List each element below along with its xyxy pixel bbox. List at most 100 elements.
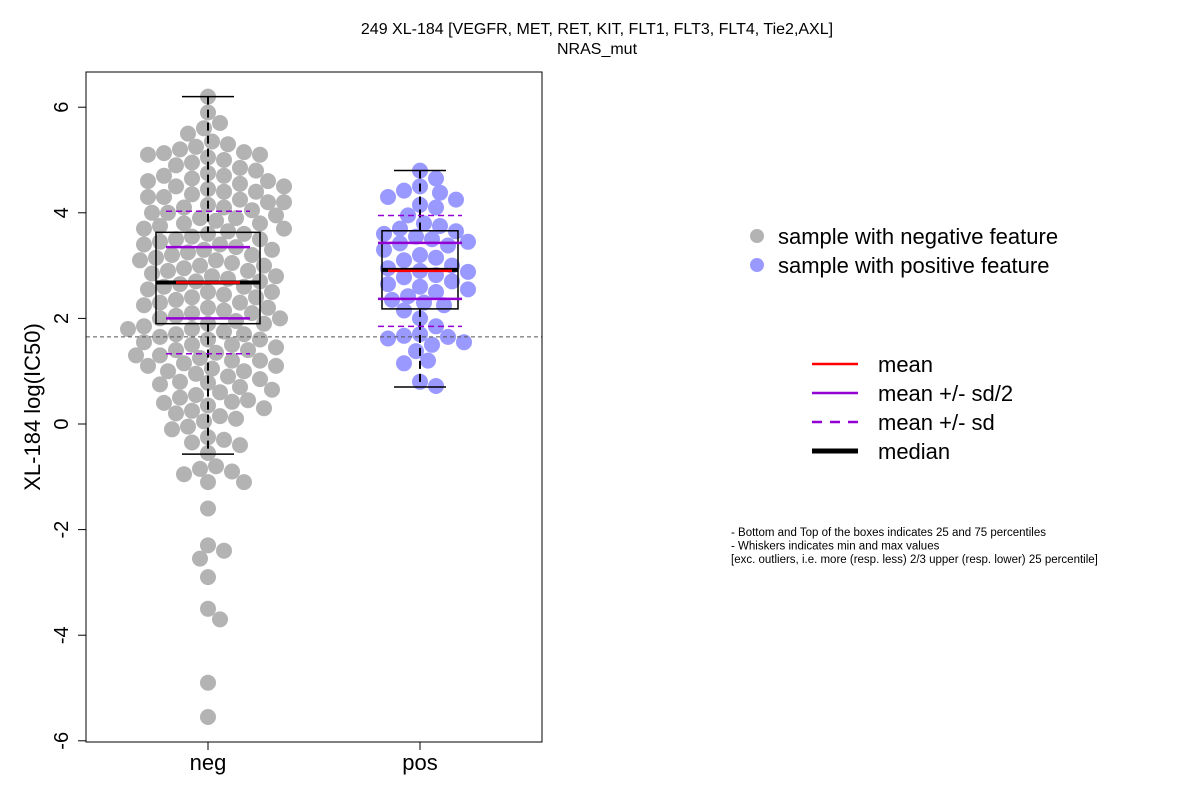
point-neg	[192, 257, 208, 274]
point-neg	[208, 212, 224, 229]
point-neg	[216, 302, 232, 319]
point-pos	[396, 182, 412, 199]
point-neg	[200, 569, 216, 586]
y-tick-label: 2	[51, 313, 73, 324]
y-axis-label: XL-184 log(IC50)	[20, 323, 45, 491]
point-neg	[220, 368, 236, 385]
point-neg	[276, 194, 292, 211]
point-neg	[136, 318, 152, 335]
point-neg	[172, 373, 188, 390]
point-neg	[268, 357, 284, 374]
point-neg	[276, 220, 292, 237]
point-neg	[264, 241, 280, 258]
point-pos	[444, 273, 460, 290]
note-line: - Bottom and Top of the boxes indicates …	[731, 527, 1046, 539]
note-line: [exc. outliers, i.e. more (resp. less) 2…	[731, 554, 1098, 566]
point-neg	[216, 167, 232, 184]
point-neg	[200, 165, 216, 182]
point-neg	[256, 257, 272, 274]
point-pos	[380, 276, 396, 293]
plot-frame	[85, 71, 543, 743]
point-neg	[208, 344, 224, 361]
point-neg	[188, 365, 204, 382]
legend-line-label: mean +/- sd	[878, 410, 995, 435]
point-pos	[428, 378, 444, 394]
point-neg	[156, 145, 172, 162]
point-neg	[176, 260, 192, 277]
point-pos	[424, 231, 440, 248]
point-pos	[396, 302, 412, 319]
point-neg	[176, 466, 192, 483]
point-neg	[204, 360, 220, 377]
point-neg	[168, 307, 184, 324]
point-pos	[376, 225, 392, 242]
point-neg	[180, 418, 196, 435]
point-pos	[424, 336, 440, 353]
point-neg	[200, 429, 216, 446]
point-neg	[192, 460, 208, 477]
point-pos	[456, 334, 472, 351]
point-pos	[400, 288, 416, 305]
point-neg	[160, 363, 176, 380]
point-neg	[160, 204, 176, 221]
point-neg	[256, 400, 272, 417]
point-neg	[216, 323, 232, 340]
note-line: - Whiskers indicates min and max values	[731, 541, 940, 553]
point-neg	[204, 133, 220, 150]
point-neg	[268, 339, 284, 356]
y-tick-label: 0	[51, 418, 73, 429]
point-neg	[216, 152, 232, 168]
point-neg	[236, 326, 252, 343]
point-neg	[176, 355, 192, 372]
point-neg	[272, 310, 288, 327]
point-neg	[184, 321, 200, 337]
point-pos	[440, 328, 456, 345]
point-neg	[140, 281, 156, 298]
point-neg	[212, 408, 228, 425]
point-neg	[224, 393, 240, 410]
point-neg	[188, 387, 204, 403]
point-neg	[236, 225, 252, 242]
point-neg	[184, 170, 200, 187]
point-pos	[412, 310, 428, 327]
point-neg	[232, 175, 248, 192]
legend: sample with negative feature sample with …	[750, 224, 1058, 464]
point-pos	[396, 327, 412, 344]
legend-point-marker	[750, 229, 764, 243]
point-neg	[252, 352, 268, 369]
point-neg	[224, 463, 240, 480]
point-neg	[228, 210, 244, 227]
point-neg	[180, 244, 196, 261]
point-neg	[140, 189, 156, 205]
point-neg	[128, 347, 144, 364]
point-neg	[232, 159, 248, 176]
point-neg	[212, 115, 228, 131]
point-neg	[220, 223, 236, 240]
point-neg	[188, 138, 204, 155]
point-neg	[140, 146, 156, 163]
point-neg	[232, 191, 248, 208]
point-neg	[164, 247, 180, 263]
point-neg	[200, 149, 216, 166]
point-neg	[224, 352, 240, 369]
y-axis: -6 -4 -2 0 2 4 6 neg pos	[51, 102, 438, 775]
legend-point-label: sample with negative feature	[778, 224, 1058, 249]
point-neg	[232, 294, 248, 311]
point-neg	[216, 431, 232, 448]
point-neg	[200, 500, 216, 517]
point-neg	[260, 173, 276, 190]
point-neg	[180, 125, 196, 142]
point-pos	[380, 189, 396, 205]
point-pos	[392, 220, 408, 237]
legend-line-label: mean +/- sd/2	[878, 381, 1013, 406]
point-pos	[420, 352, 436, 369]
point-pos	[408, 228, 424, 245]
point-neg	[212, 384, 228, 401]
point-pos	[412, 247, 428, 263]
point-neg	[216, 542, 232, 559]
point-neg	[248, 183, 264, 200]
y-tick-label: -4	[51, 626, 73, 644]
point-neg	[268, 268, 284, 285]
point-pos	[432, 184, 448, 201]
x-tick-label-neg: neg	[190, 750, 227, 775]
